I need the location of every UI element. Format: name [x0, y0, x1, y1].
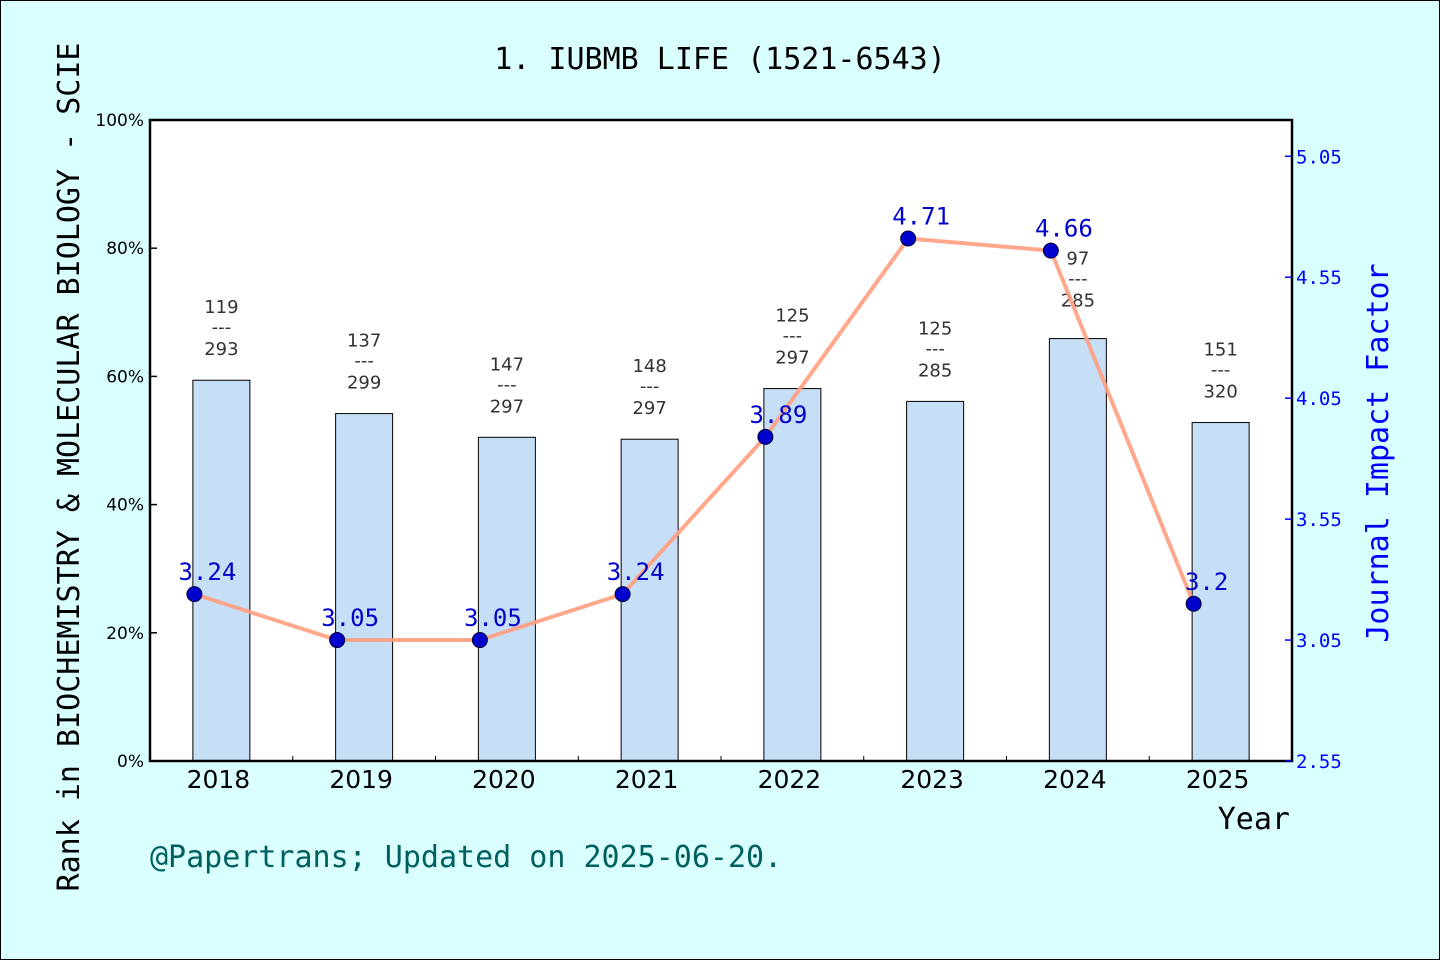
if-value-label: 4.66 — [1035, 215, 1093, 243]
rank-label: 151 — [1203, 340, 1237, 361]
impact-factor-line-layer: 3.24 3.05 3.05 3.24 3.89 4.71 4.66 3.2 — [178, 203, 1228, 649]
bars-layer — [192, 338, 1250, 762]
left-tick-label: 40% — [106, 496, 144, 516]
if-marker-2020 — [471, 632, 488, 649]
if-value-label: 3.2 — [1185, 568, 1228, 596]
bar-2020 — [477, 436, 536, 762]
right-tick-label: 4.55 — [1296, 267, 1342, 289]
category-total-label: 285 — [918, 360, 952, 381]
rank-separator: --- — [354, 351, 374, 372]
if-marker-2018 — [186, 586, 203, 603]
rank-separator: --- — [497, 374, 517, 395]
chart-title: 1. IUBMB LIFE (1521-6543) — [494, 42, 946, 77]
x-tick-label: 2024 — [1043, 765, 1107, 794]
bar-2023 — [906, 400, 965, 762]
rank-label: 125 — [918, 318, 952, 339]
rank-label: 119 — [204, 297, 238, 318]
x-tick-label: 2020 — [472, 765, 536, 794]
if-value-label: 3.89 — [749, 401, 807, 429]
category-total-label: 293 — [204, 339, 238, 360]
x-axis-label: Year — [1218, 802, 1290, 837]
rank-separator: --- — [640, 376, 660, 397]
if-value-label: 3.24 — [178, 558, 236, 586]
rank-label: 125 — [775, 306, 809, 327]
x-tick-label: 2021 — [615, 765, 679, 794]
rank-label: 137 — [347, 331, 381, 352]
category-total-label: 297 — [490, 396, 524, 417]
if-marker-2024 — [1042, 242, 1059, 259]
left-tick-label: 60% — [106, 367, 144, 387]
bar-2025 — [1191, 422, 1250, 762]
left-tick-label: 100% — [95, 111, 144, 131]
if-value-label: 3.05 — [464, 604, 522, 632]
left-tick-label: 80% — [106, 239, 144, 259]
left-tick-label: 20% — [106, 624, 144, 644]
rank-label: 148 — [632, 356, 666, 377]
right-tick-label: 3.55 — [1296, 509, 1342, 531]
category-total-label: 320 — [1203, 382, 1237, 403]
x-tick-label: 2018 — [187, 765, 251, 794]
x-tick-label: 2025 — [1186, 765, 1250, 794]
impact-factor-line — [193, 236, 1196, 643]
rank-label: 147 — [490, 354, 524, 375]
category-total-label: 299 — [347, 373, 381, 394]
if-marker-2022 — [757, 428, 774, 445]
right-tick-label: 5.05 — [1296, 146, 1342, 168]
category-total-label: 297 — [632, 398, 666, 419]
if-marker-2023 — [900, 230, 917, 247]
bar-2018 — [192, 379, 251, 762]
plot-area — [150, 120, 1292, 761]
rank-label: 97 — [1066, 249, 1089, 270]
right-tick-label: 2.55 — [1296, 751, 1342, 773]
rank-separator: --- — [1211, 360, 1231, 381]
bar-2021 — [620, 438, 679, 762]
rank-separator: --- — [212, 317, 232, 338]
x-tick-label: 2019 — [329, 765, 393, 794]
x-tick-label: 2022 — [758, 765, 822, 794]
category-total-label: 297 — [775, 348, 809, 369]
if-value-label: 3.05 — [321, 604, 379, 632]
right-tick-label: 3.05 — [1296, 630, 1342, 652]
if-marker-2019 — [329, 632, 346, 649]
category-total-label: 285 — [1061, 291, 1095, 312]
footer-note: @Papertrans; Updated on 2025-06-20. — [150, 840, 782, 875]
rank-separator: --- — [1068, 269, 1088, 290]
if-value-label: 3.24 — [607, 558, 665, 586]
x-tick-label: 2023 — [900, 765, 964, 794]
left-tick-label: 0% — [117, 752, 144, 772]
bar-2024 — [1048, 338, 1107, 762]
rank-separator: --- — [783, 326, 803, 347]
right-axis-label: Journal Impact Factor — [1361, 263, 1396, 642]
if-marker-2021 — [614, 586, 631, 603]
left-axis-label: Rank in BIOCHEMISTRY & MOLECULAR BIOLOGY… — [52, 43, 87, 892]
if-marker-2025 — [1185, 595, 1202, 612]
right-tick-label: 4.05 — [1296, 388, 1342, 410]
if-value-label: 4.71 — [892, 203, 950, 231]
axes-layer: 0% 20% 40% 60% 80% 100% 2.55 3.05 3.55 4.05 4.55 5.… — [95, 111, 1341, 794]
rank-labels-layer: 119---293 137---299147---297148---297125-… — [204, 249, 1238, 420]
bar-2022 — [763, 388, 822, 762]
rank-separator: --- — [925, 338, 945, 359]
bar-2019 — [335, 413, 394, 762]
